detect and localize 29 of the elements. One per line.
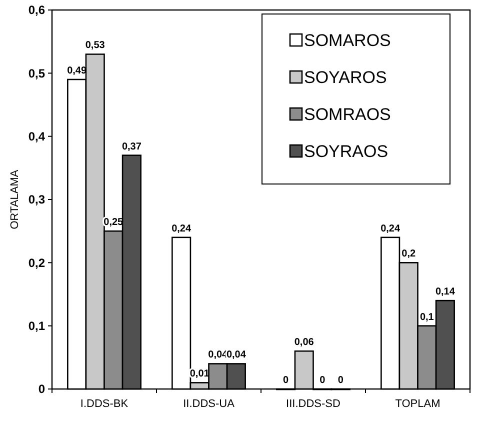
y-tick-label: 0 (38, 382, 46, 396)
legend-label: SOYAROS (304, 68, 387, 87)
data-label: 0,1 (420, 312, 434, 323)
x-tick-label: II.DDS-UA (183, 398, 236, 410)
data-label: 0,53 (85, 40, 106, 52)
data-label: 0,24 (172, 223, 192, 234)
y-axis-title: ORTALAMA (8, 169, 21, 230)
x-tick-label: TOPLAM (395, 398, 440, 410)
data-label: 0,2 (402, 248, 416, 260)
data-label: 0 (283, 375, 290, 386)
data-label: 0,04 (226, 350, 246, 361)
data-label: 0 (320, 375, 326, 386)
data-label: 0 (338, 375, 344, 386)
data-label: 0,24 (380, 223, 400, 234)
data-label: 0,14 (435, 286, 456, 298)
y-tick-label: 0,5 (28, 66, 46, 80)
legend-label: SOMAROS (304, 30, 391, 50)
data-label: 0,49 (67, 65, 87, 76)
y-tick-label: 0,6 (28, 3, 46, 18)
legend-label: SOMRAOS (304, 104, 391, 124)
legend-label: SOYRAOS (304, 142, 388, 161)
y-tick-label: 0,4 (28, 130, 46, 144)
y-tick-label: 0,1 (28, 319, 46, 334)
data-label: 0,37 (122, 141, 142, 152)
y-tick-label: 0,2 (28, 256, 46, 270)
data-label: 0,06 (294, 337, 314, 348)
x-tick-label: III.DDS-SD (286, 398, 340, 410)
x-tick-label: I.DDS-BK (80, 398, 129, 410)
y-tick-label: 0,3 (28, 192, 46, 207)
